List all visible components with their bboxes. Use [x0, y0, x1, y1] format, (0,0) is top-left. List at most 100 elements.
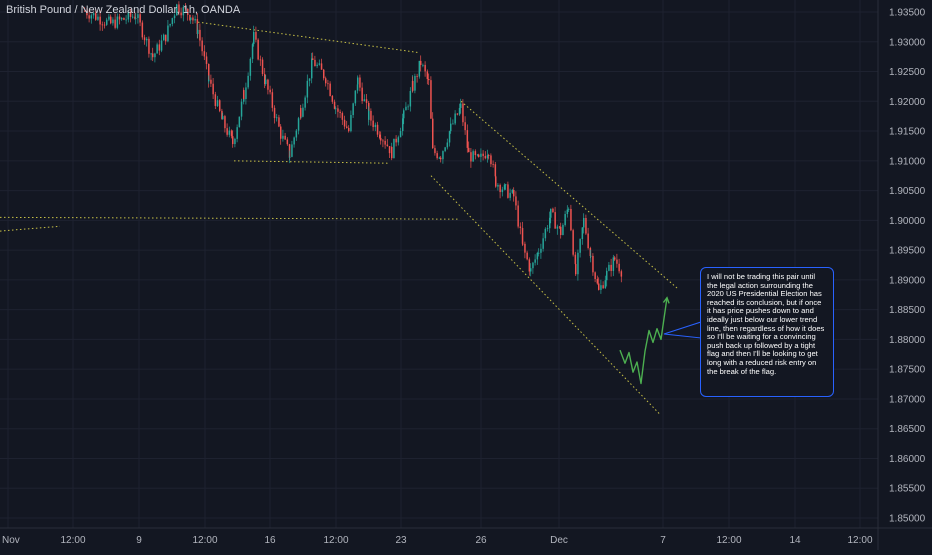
candle-body: [382, 140, 384, 142]
price-tick-label: 1.90000: [889, 216, 926, 227]
candle-body: [546, 228, 549, 230]
candle-body: [446, 142, 449, 148]
candle-body: [308, 78, 311, 81]
candle-body: [368, 110, 370, 120]
price-tick-label: 1.91500: [889, 127, 926, 138]
flag-upper-trendline[interactable]: [197, 21, 419, 53]
projection-path[interactable]: [619, 297, 668, 385]
candle-body: [278, 117, 280, 127]
candle-body: [201, 40, 203, 52]
time-tick-label: 14: [789, 535, 801, 546]
candle-body: [208, 79, 210, 82]
candle-body: [456, 113, 459, 115]
candle-body: [575, 263, 577, 275]
candle-body: [379, 134, 381, 138]
candle-body: [482, 153, 484, 156]
candle-body: [306, 80, 309, 98]
price-tick-label: 1.93000: [889, 37, 926, 48]
candle-body: [325, 78, 327, 84]
candle-body: [521, 228, 524, 244]
price-tick-label: 1.87000: [889, 394, 926, 405]
candle-body: [538, 252, 540, 254]
candle-body: [370, 110, 372, 121]
candle-body: [608, 264, 610, 271]
candle-body: [234, 138, 236, 145]
time-tick-label: 7: [660, 535, 666, 546]
candle-body: [581, 227, 584, 240]
candle-body: [536, 252, 539, 260]
candle-body: [464, 122, 466, 131]
candle-body: [407, 106, 409, 108]
candle-body: [316, 64, 318, 67]
candle-body: [199, 29, 201, 41]
candle-body: [257, 39, 259, 60]
candle-body: [376, 124, 379, 135]
time-tick-label: Nov: [2, 535, 20, 546]
candle-body: [352, 103, 354, 116]
price-tick-label: 1.86000: [889, 454, 926, 465]
candle-body: [323, 69, 325, 79]
price-tick-label: 1.85000: [889, 514, 926, 525]
candle-body: [507, 184, 509, 198]
candle-body: [564, 214, 566, 226]
candle-body: [359, 77, 361, 88]
candle-body: [103, 24, 106, 26]
candle-body: [474, 151, 477, 156]
candle-body: [167, 25, 169, 42]
horizontal-level-line[interactable]: [0, 216, 461, 220]
candle-body: [454, 113, 456, 124]
candle-body: [602, 285, 604, 289]
price-tick-label: 1.93500: [889, 8, 926, 19]
candle-body: [412, 80, 414, 91]
candle-body: [137, 14, 139, 18]
candle-body: [476, 154, 479, 156]
candle-body: [590, 255, 592, 257]
channel-lower-trendline[interactable]: [430, 175, 661, 415]
flag-lower-trendline[interactable]: [233, 160, 389, 164]
candle-body: [348, 127, 350, 132]
price-tick-label: 1.85500: [889, 484, 926, 495]
candle-body: [391, 147, 393, 159]
candle-body: [150, 53, 152, 55]
candle-body: [503, 184, 506, 190]
candle-body: [146, 38, 148, 41]
candle-body: [88, 15, 90, 19]
time-tick-label: 23: [395, 535, 407, 546]
candle-body: [118, 16, 121, 20]
candle-body: [486, 155, 489, 159]
candle-body: [339, 111, 341, 114]
candle-body: [108, 16, 110, 20]
candle-body: [216, 100, 219, 106]
candle-body: [132, 16, 134, 18]
candle-body: [112, 19, 114, 24]
price-tick-label: 1.86500: [889, 424, 926, 435]
candle-body: [251, 44, 254, 59]
candle-body: [592, 255, 594, 273]
candle-body: [156, 44, 158, 54]
candle-body: [106, 19, 108, 25]
candle-body: [187, 8, 189, 15]
candle-body: [497, 184, 499, 187]
candle-body: [363, 99, 366, 102]
candle-body: [271, 92, 274, 108]
candle-body: [505, 184, 507, 186]
candle-body: [333, 101, 336, 109]
candle-body: [558, 226, 561, 228]
candle-body: [579, 239, 581, 253]
candle-body: [343, 119, 346, 127]
candle-body: [314, 59, 316, 67]
candle-body: [282, 135, 284, 139]
candle-body: [165, 34, 167, 42]
candle-body: [552, 208, 554, 213]
candle-body: [293, 137, 295, 145]
trade-note-callout[interactable]: I will not be trading this pair until th…: [700, 267, 834, 397]
candle-body: [264, 73, 266, 85]
candle-body: [517, 205, 519, 227]
candle-body: [522, 243, 524, 245]
candle-body: [259, 59, 262, 61]
candle-body: [480, 153, 482, 157]
candle-body: [468, 147, 470, 153]
candle-body: [570, 208, 572, 231]
chart-title: British Pound / New Zealand Dollar, 1h, …: [6, 4, 241, 16]
